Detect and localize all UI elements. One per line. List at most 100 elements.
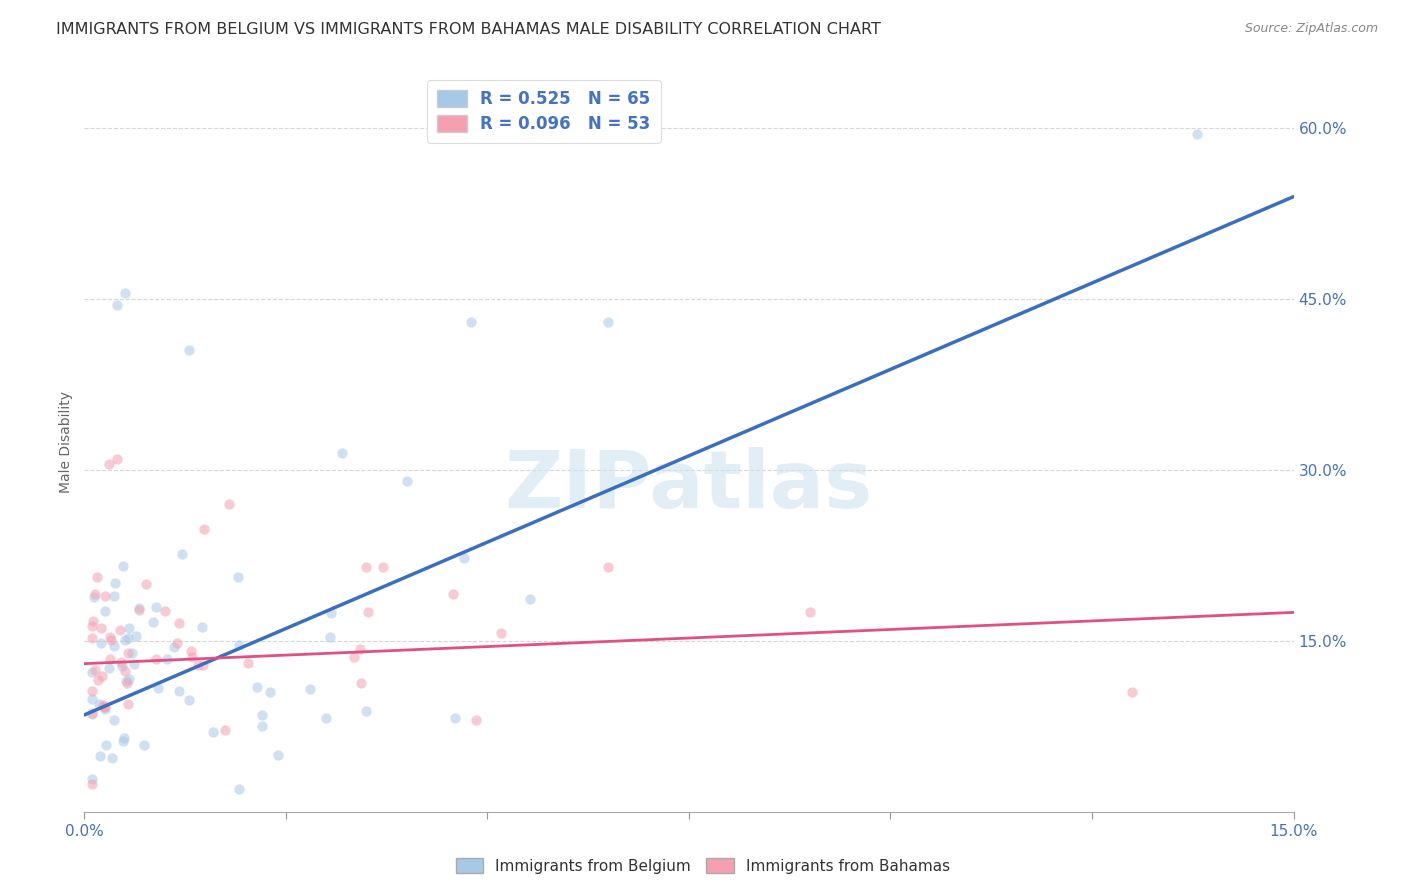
Point — [103, 589, 125, 603]
Point — [114, 633, 136, 648]
Point — [190, 620, 212, 634]
Point — [105, 298, 128, 312]
Point — [179, 693, 201, 707]
Point — [236, 657, 259, 671]
Point — [117, 632, 139, 646]
Point — [135, 577, 157, 591]
Point — [146, 681, 169, 696]
Point — [94, 702, 117, 716]
Point — [89, 697, 111, 711]
Point — [441, 587, 464, 601]
Point — [167, 684, 190, 698]
Point — [103, 639, 125, 653]
Point — [115, 674, 138, 689]
Point — [98, 630, 121, 644]
Text: ZIPatlas: ZIPatlas — [505, 447, 873, 525]
Point — [330, 446, 353, 460]
Point — [246, 680, 269, 694]
Point — [1185, 127, 1208, 141]
Point — [104, 575, 127, 590]
Point — [124, 629, 146, 643]
Point — [267, 748, 290, 763]
Point — [228, 781, 250, 796]
Point — [82, 683, 104, 698]
Point — [90, 669, 112, 683]
Point — [114, 286, 136, 301]
Point — [86, 673, 108, 687]
Point — [145, 651, 167, 665]
Point — [86, 569, 108, 583]
Point — [191, 657, 214, 672]
Point — [82, 614, 104, 628]
Point — [90, 636, 112, 650]
Point — [82, 777, 104, 791]
Point — [82, 691, 104, 706]
Point — [82, 706, 104, 721]
Point — [94, 589, 117, 603]
Point — [1121, 685, 1143, 699]
Point — [357, 605, 380, 619]
Point — [193, 522, 215, 536]
Point — [83, 587, 105, 601]
Point — [84, 664, 107, 678]
Point — [491, 626, 513, 640]
Point — [598, 315, 620, 329]
Point — [598, 559, 620, 574]
Point — [356, 705, 378, 719]
Y-axis label: Male Disability: Male Disability — [59, 391, 73, 492]
Point — [121, 646, 143, 660]
Point — [93, 604, 115, 618]
Point — [453, 550, 475, 565]
Point — [110, 656, 132, 670]
Point — [82, 619, 104, 633]
Point — [91, 698, 114, 713]
Point — [218, 497, 240, 511]
Point — [395, 475, 418, 489]
Point — [96, 738, 118, 752]
Point — [166, 636, 188, 650]
Point — [97, 458, 120, 472]
Point — [250, 719, 273, 733]
Point — [128, 600, 150, 615]
Legend: Immigrants from Belgium, Immigrants from Bahamas: Immigrants from Belgium, Immigrants from… — [450, 852, 956, 880]
Point — [103, 713, 125, 727]
Point — [128, 603, 150, 617]
Point — [187, 658, 209, 673]
Point — [93, 699, 115, 714]
Point — [105, 451, 128, 466]
Point — [464, 713, 486, 727]
Text: Source: ZipAtlas.com: Source: ZipAtlas.com — [1244, 22, 1378, 36]
Point — [83, 590, 105, 604]
Text: IMMIGRANTS FROM BELGIUM VS IMMIGRANTS FROM BAHAMAS MALE DISABILITY CORRELATION C: IMMIGRANTS FROM BELGIUM VS IMMIGRANTS FR… — [56, 22, 882, 37]
Point — [167, 615, 190, 630]
Point — [250, 707, 273, 722]
Point — [202, 725, 225, 739]
Point — [163, 640, 186, 654]
Point — [228, 638, 250, 652]
Point — [145, 599, 167, 614]
Point — [118, 673, 141, 687]
Point — [799, 606, 821, 620]
Point — [180, 644, 202, 658]
Point — [82, 632, 104, 646]
Point — [153, 604, 176, 618]
Point — [98, 652, 121, 666]
Point — [97, 661, 120, 675]
Point — [170, 547, 193, 561]
Point — [350, 676, 373, 690]
Point — [112, 734, 135, 748]
Point — [343, 649, 366, 664]
Point — [460, 315, 482, 329]
Point — [117, 697, 139, 711]
Point — [89, 748, 111, 763]
Point — [321, 606, 343, 620]
Point — [319, 630, 342, 644]
Point — [118, 621, 141, 635]
Point — [259, 685, 281, 699]
Point — [115, 676, 138, 690]
Point — [122, 657, 145, 672]
Point — [117, 646, 139, 660]
Point — [444, 711, 467, 725]
Point — [112, 731, 135, 746]
Point — [226, 570, 249, 584]
